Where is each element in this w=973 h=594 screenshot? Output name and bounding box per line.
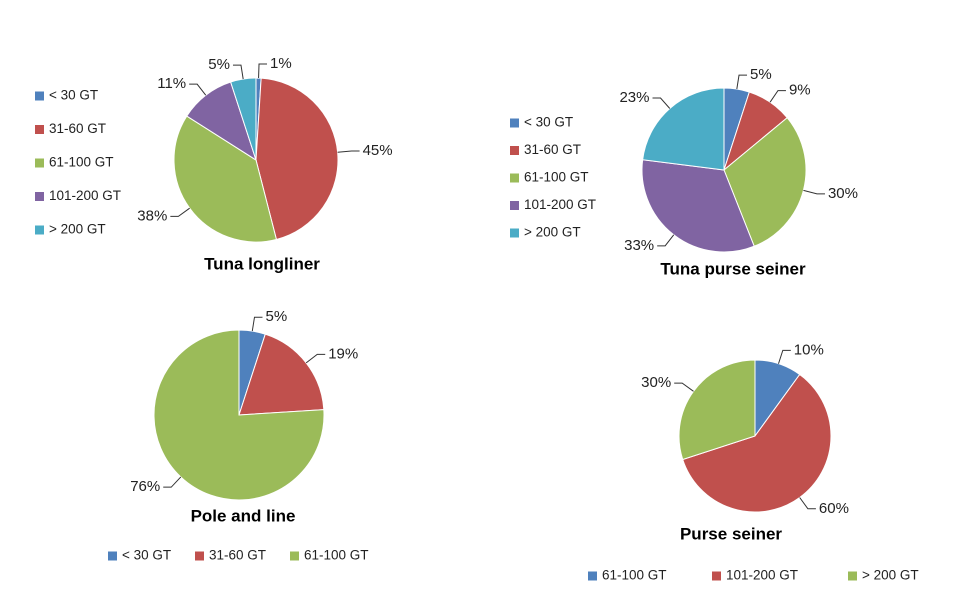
legend-label: 101-200 GT — [524, 197, 596, 212]
leader-line — [652, 97, 671, 109]
legend-swatch — [588, 571, 597, 581]
pie-slice — [153, 329, 325, 501]
data-label: 1% — [270, 55, 292, 72]
legend-label: 61-100 GT — [49, 155, 114, 170]
data-label: 30% — [641, 374, 671, 391]
data-label: 11% — [157, 75, 186, 92]
legend-label: 101-200 GT — [49, 188, 121, 203]
legend-swatch — [712, 571, 721, 581]
legend-label: > 200 GT — [524, 225, 581, 240]
pie-slice — [238, 333, 325, 416]
legend-swatch — [290, 551, 299, 561]
legend-label: < 30 GT — [49, 88, 98, 103]
pie-slice — [642, 87, 725, 171]
legend-label: 61-100 GT — [524, 170, 589, 185]
legend-label: 61-100 GT — [304, 548, 369, 563]
chart-title: Pole and line — [191, 506, 296, 525]
leader-line — [657, 234, 675, 247]
legend-label: < 30 GT — [524, 115, 573, 130]
pie-slice — [641, 159, 755, 253]
chart-title: Tuna purse seiner — [660, 259, 806, 278]
legend-label: > 200 GT — [862, 568, 919, 583]
legend-swatch — [35, 192, 44, 201]
legend-swatch — [35, 225, 44, 235]
legend-swatch — [195, 551, 204, 561]
data-label: 10% — [794, 341, 824, 358]
pie-slice — [723, 117, 807, 247]
leader-line — [258, 63, 268, 79]
leader-line — [674, 382, 694, 392]
leader-line — [337, 150, 360, 153]
legend-label: 101-200 GT — [726, 568, 798, 583]
pie-slice — [678, 359, 756, 461]
pie-slice — [255, 77, 339, 241]
legend-swatch — [35, 158, 44, 168]
data-label: 38% — [137, 207, 167, 224]
legend-swatch — [35, 91, 44, 101]
leader-line — [163, 476, 182, 488]
legend-label: > 200 GT — [49, 222, 106, 237]
legend-swatch — [848, 571, 857, 581]
legend-label: 61-100 GT — [602, 568, 667, 583]
data-label: 5% — [750, 66, 772, 83]
legend-swatch — [35, 125, 44, 134]
legend-swatch — [510, 118, 519, 128]
data-label: 5% — [265, 308, 287, 325]
leader-line — [189, 83, 207, 96]
legend-swatch — [108, 551, 117, 561]
legend-label: 31-60 GT — [209, 548, 266, 563]
leader-line — [232, 64, 244, 80]
legend-swatch — [510, 146, 519, 155]
leader-line — [170, 207, 190, 217]
data-label: 23% — [619, 89, 649, 106]
data-label: 19% — [328, 345, 358, 362]
legend-label: 31-60 GT — [524, 142, 581, 157]
leader-line — [769, 90, 786, 103]
legend-swatch — [510, 228, 519, 238]
legend-label: < 30 GT — [122, 548, 171, 563]
data-label: 45% — [363, 142, 393, 159]
data-label: 9% — [789, 82, 811, 99]
legend-label: 31-60 GT — [49, 121, 106, 136]
leader-line — [778, 349, 791, 364]
data-label: 33% — [624, 237, 654, 254]
legend-swatch — [510, 201, 519, 210]
leader-line — [799, 497, 816, 510]
chart-title: Tuna longliner — [204, 254, 320, 273]
chart-title: Purse seiner — [680, 524, 782, 543]
data-label: 5% — [208, 56, 230, 73]
leader-line — [736, 74, 748, 90]
leader-line — [803, 189, 825, 195]
pie-slice — [230, 77, 257, 161]
leader-line — [305, 353, 326, 364]
data-label: 30% — [828, 185, 858, 202]
legend-swatch — [510, 173, 519, 183]
data-label: 76% — [130, 478, 160, 495]
leader-line — [251, 316, 263, 332]
data-label: 60% — [819, 500, 849, 517]
